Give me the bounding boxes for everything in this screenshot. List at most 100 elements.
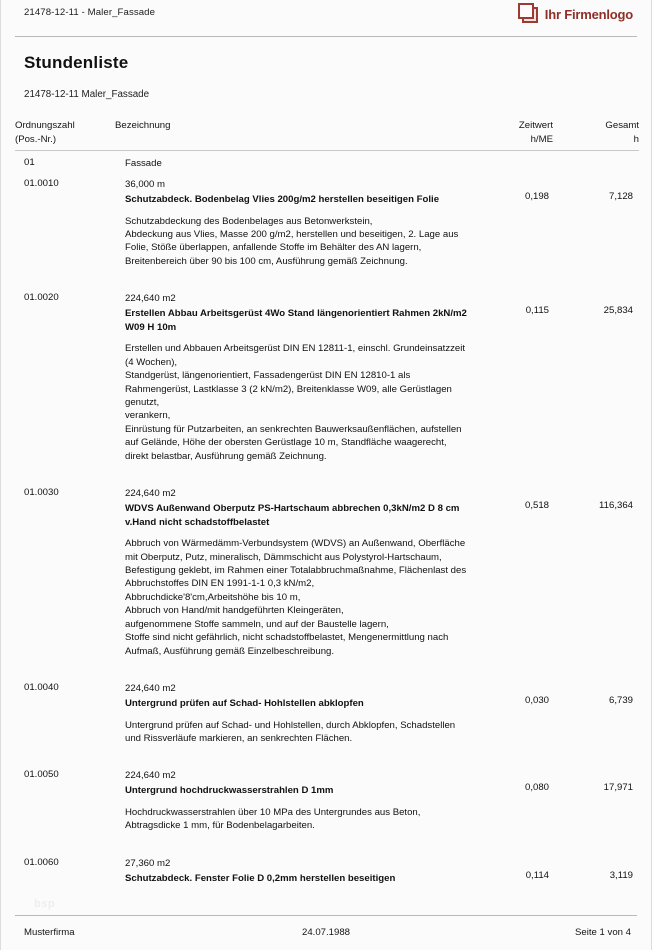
cell-zeitwert: 0,198 xyxy=(473,171,553,268)
item-short-text: Untergrund prüfen auf Schad- Hohlstellen… xyxy=(125,697,364,709)
cell-ordnungszahl: 01.0010 xyxy=(24,178,59,189)
row-spacer-cell xyxy=(15,833,639,850)
column-header-gesamt-line2: h xyxy=(633,133,639,145)
item-short-text: WDVS Außenwand Oberputz PS-Hartschaum ab… xyxy=(125,503,460,528)
item-long-text: Schutzabdeckung des Bodenbelages aus Bet… xyxy=(125,215,459,267)
cell-bezeichnung: 224,640 m2 WDVS Außenwand Oberputz PS-Har… xyxy=(115,480,473,658)
cell-ordnungszahl: 01.0050 xyxy=(24,769,59,781)
positions-table: Ordnungszahl (Pos.-Nr.) Bezeichnung Zeit… xyxy=(15,119,639,885)
cell-zeitwert: 0,080 xyxy=(473,762,553,832)
item-short-text: Untergrund hochdruckwasserstrahlen D 1mm xyxy=(125,785,334,797)
table-row: 01.0050 224,640 m2 Untergrund hochdruckwas… xyxy=(15,762,639,832)
item-quantity: 36,000 m xyxy=(125,179,166,190)
zeitwert-value: 0,518 xyxy=(524,500,549,512)
column-header-zeitwert-line1: Zeitwert xyxy=(518,120,553,131)
item-short-text: Schutzabdeck. Fenster Folie D 0,2mm hers… xyxy=(125,872,396,884)
item-long-text: Abbruch von Wärmedämm-Verbundsystem (WDV… xyxy=(125,538,467,657)
table-row: 01.0020 224,640 m2 Erstellen Abbau Arbeits… xyxy=(15,285,639,463)
cell-gesamt: 25,834 xyxy=(553,285,639,463)
page-inner: 21478-12-11 - Maler_Fassade Ihr Firmenlo… xyxy=(15,0,639,950)
logo-text: Ihr Firmenlogo xyxy=(544,6,633,22)
item-quantity: 224,640 m2 xyxy=(125,682,176,694)
item-quantity: 224,640 m2 xyxy=(125,770,176,782)
zeitwert-value: 0,115 xyxy=(525,305,549,317)
column-header-bezeichnung: Bezeichnung xyxy=(115,119,473,151)
row-spacer-cell xyxy=(15,745,639,762)
table-row-group: 01 Fassade xyxy=(15,151,639,172)
item-long-text: Erstellen und Abbauen Arbeitsgerüst DIN … xyxy=(125,343,466,462)
row-spacer-cell xyxy=(15,268,639,285)
gesamt-value: 6,739 xyxy=(608,694,633,706)
document-header: 21478-12-11 - Maler_Fassade Ihr Firmenlo… xyxy=(15,0,637,36)
footer-row: Musterfirma 24.07.1988 Seite 1 von 4 xyxy=(15,916,637,950)
item-quantity: 27,360 m2 xyxy=(125,857,171,869)
row-spacer-cell xyxy=(15,658,639,675)
zeitwert-value: 0,080 xyxy=(524,782,549,794)
header-divider xyxy=(15,36,637,37)
gesamt-value: 17,971 xyxy=(603,782,633,794)
cell-gesamt: 17,971 xyxy=(553,762,639,832)
zeitwert-value: 0,114 xyxy=(525,869,549,881)
watermark: bsp xyxy=(34,898,56,910)
row-spacer xyxy=(15,833,639,850)
cell-zeitwert: 0,114 xyxy=(473,850,553,886)
table-row: 01.0030 224,640 m2 WDVS Außenwand Oberputz… xyxy=(15,480,639,658)
footer-company: Musterfirma xyxy=(24,927,75,938)
row-spacer xyxy=(15,268,639,285)
cell-bezeichnung: 36,000 m Schutzabdeck. Bodenbelag Vlies 2… xyxy=(115,171,473,268)
column-header-gesamt-line1: Gesamt xyxy=(605,120,639,131)
cell-zeitwert: 0,518 xyxy=(473,480,553,658)
table-body: 01 Fassade 01.0010 36,000 m Schutzabdeck. Bo… xyxy=(15,151,639,886)
cell-zeitwert xyxy=(473,151,553,172)
column-header-bezeichnung-label: Bezeichnung xyxy=(115,120,171,131)
item-quantity: 224,640 m2 xyxy=(125,293,176,305)
item-short-text: Schutzabdeck. Bodenbelag Vlies 200g/m2 h… xyxy=(125,194,440,205)
row-spacer xyxy=(15,658,639,675)
item-long-text: Untergrund prüfen auf Schad- und Hohlste… xyxy=(125,719,456,744)
page-title: Stundenliste xyxy=(24,53,129,72)
table-header: Ordnungszahl (Pos.-Nr.) Bezeichnung Zeit… xyxy=(15,119,639,151)
table-row: 01.0040 224,640 m2 Untergrund prüfen auf S… xyxy=(15,675,639,745)
table-row: 01.0060 27,360 m2 Schutzabdeck. Fenster Fo… xyxy=(15,850,639,886)
footer-page-info: Seite 1 von 4 xyxy=(574,927,631,938)
document-footer: Musterfirma 24.07.1988 Seite 1 von 4 xyxy=(15,915,637,950)
gesamt-value: 116,364 xyxy=(599,500,633,512)
cell-gesamt xyxy=(553,151,639,172)
footer-date: 24.07.1988 xyxy=(301,927,350,938)
row-spacer xyxy=(15,745,639,762)
cell-bezeichnung: 27,360 m2 Schutzabdeck. Fenster Folie D 0… xyxy=(115,850,473,886)
column-header-zeitwert: Zeitwert h/ME xyxy=(473,119,553,151)
cell-ordnungszahl: 01.0030 xyxy=(24,487,59,499)
column-header-zeitwert-line2: h/ME xyxy=(530,133,553,145)
gesamt-value: 25,834 xyxy=(603,305,633,317)
item-short-text: Erstellen Abbau Arbeitsgerüst 4Wo Stand … xyxy=(125,308,467,333)
column-header-ordnungszahl-line2: (Pos.-Nr.) xyxy=(15,133,57,145)
zeitwert-value: 0,198 xyxy=(524,191,549,202)
cell-bezeichnung: 224,640 m2 Untergrund hochdruckwasserstra… xyxy=(115,762,473,832)
table-header-row: Ordnungszahl (Pos.-Nr.) Bezeichnung Zeit… xyxy=(15,119,639,151)
row-spacer-cell xyxy=(15,463,639,480)
cell-ordnungszahl: 01 xyxy=(24,157,35,168)
company-logo: Ihr Firmenlogo xyxy=(517,3,633,25)
table-row: 01.0010 36,000 m Schutzabdeck. Bodenbelag … xyxy=(15,171,639,268)
double-square-frame-icon xyxy=(517,3,540,25)
cell-gesamt: 116,364 xyxy=(553,480,639,658)
cell-zeitwert: 0,030 xyxy=(473,675,553,745)
cell-ordnungszahl: 01.0060 xyxy=(24,856,59,868)
column-header-gesamt: Gesamt h xyxy=(553,119,639,151)
row-spacer xyxy=(15,463,639,480)
column-header-ordnungszahl-line1: Ordnungszahl xyxy=(15,120,75,131)
cell-bezeichnung: 224,640 m2 Erstellen Abbau Arbeitsgerüst … xyxy=(115,285,473,463)
zeitwert-value: 0,030 xyxy=(524,694,549,706)
item-long-text: Hochdruckwasserstrahlen über 10 MPa des … xyxy=(125,806,421,832)
item-short-text: Fassade xyxy=(125,158,162,169)
column-header-ordnungszahl: Ordnungszahl (Pos.-Nr.) xyxy=(15,119,115,151)
cell-bezeichnung: Fassade xyxy=(115,151,473,172)
cell-ordnungszahl: 01.0020 xyxy=(24,292,59,304)
header-title: 21478-12-11 - Maler_Fassade xyxy=(24,7,156,18)
cell-ordnungszahl: 01.0040 xyxy=(24,681,59,693)
page-subtitle: 21478-12-11 Maler_Fassade xyxy=(24,89,150,100)
logo-square-front xyxy=(517,3,534,19)
cell-zeitwert: 0,115 xyxy=(473,285,553,463)
